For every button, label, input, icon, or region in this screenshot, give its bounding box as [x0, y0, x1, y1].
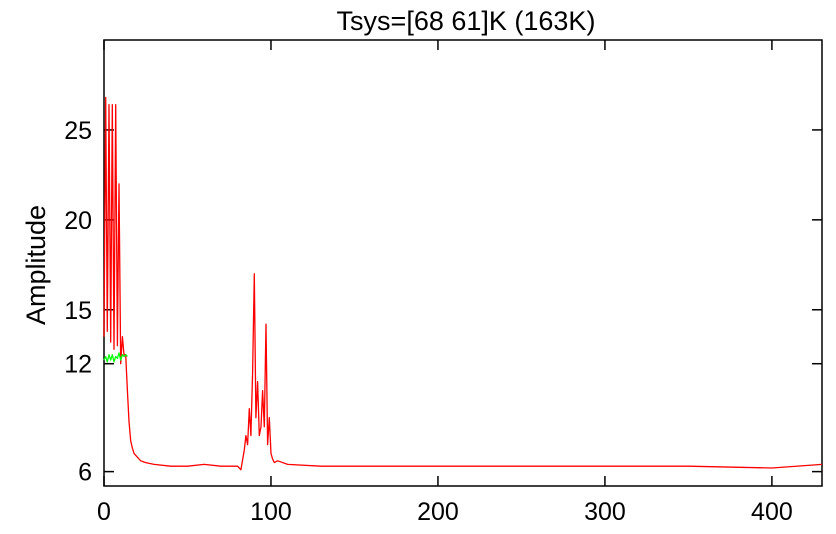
y-axis-label: Amplitude	[21, 205, 51, 325]
series-layer	[103, 96, 823, 471]
series-line-1	[103, 96, 823, 471]
x-tick-label: 300	[584, 498, 626, 526]
y-tick-label: 12	[64, 351, 92, 379]
x-tick-label: 0	[97, 498, 111, 526]
y-tick-label: 25	[64, 117, 92, 145]
x-tick-label: 100	[250, 498, 292, 526]
y-tick-label: 20	[64, 207, 92, 235]
chart-title: Tsys=[68 61]K (163K)	[337, 6, 596, 36]
series-line-2	[103, 352, 128, 363]
y-tick-label: 15	[64, 297, 92, 325]
x-tick-label: 400	[751, 498, 793, 526]
ticks-layer: 0 100 200 300 400 6 12 15 20 25	[64, 40, 822, 526]
x-tick-label: 200	[417, 498, 459, 526]
plot-frame	[103, 39, 823, 487]
y-tick-label: 6	[78, 459, 92, 487]
